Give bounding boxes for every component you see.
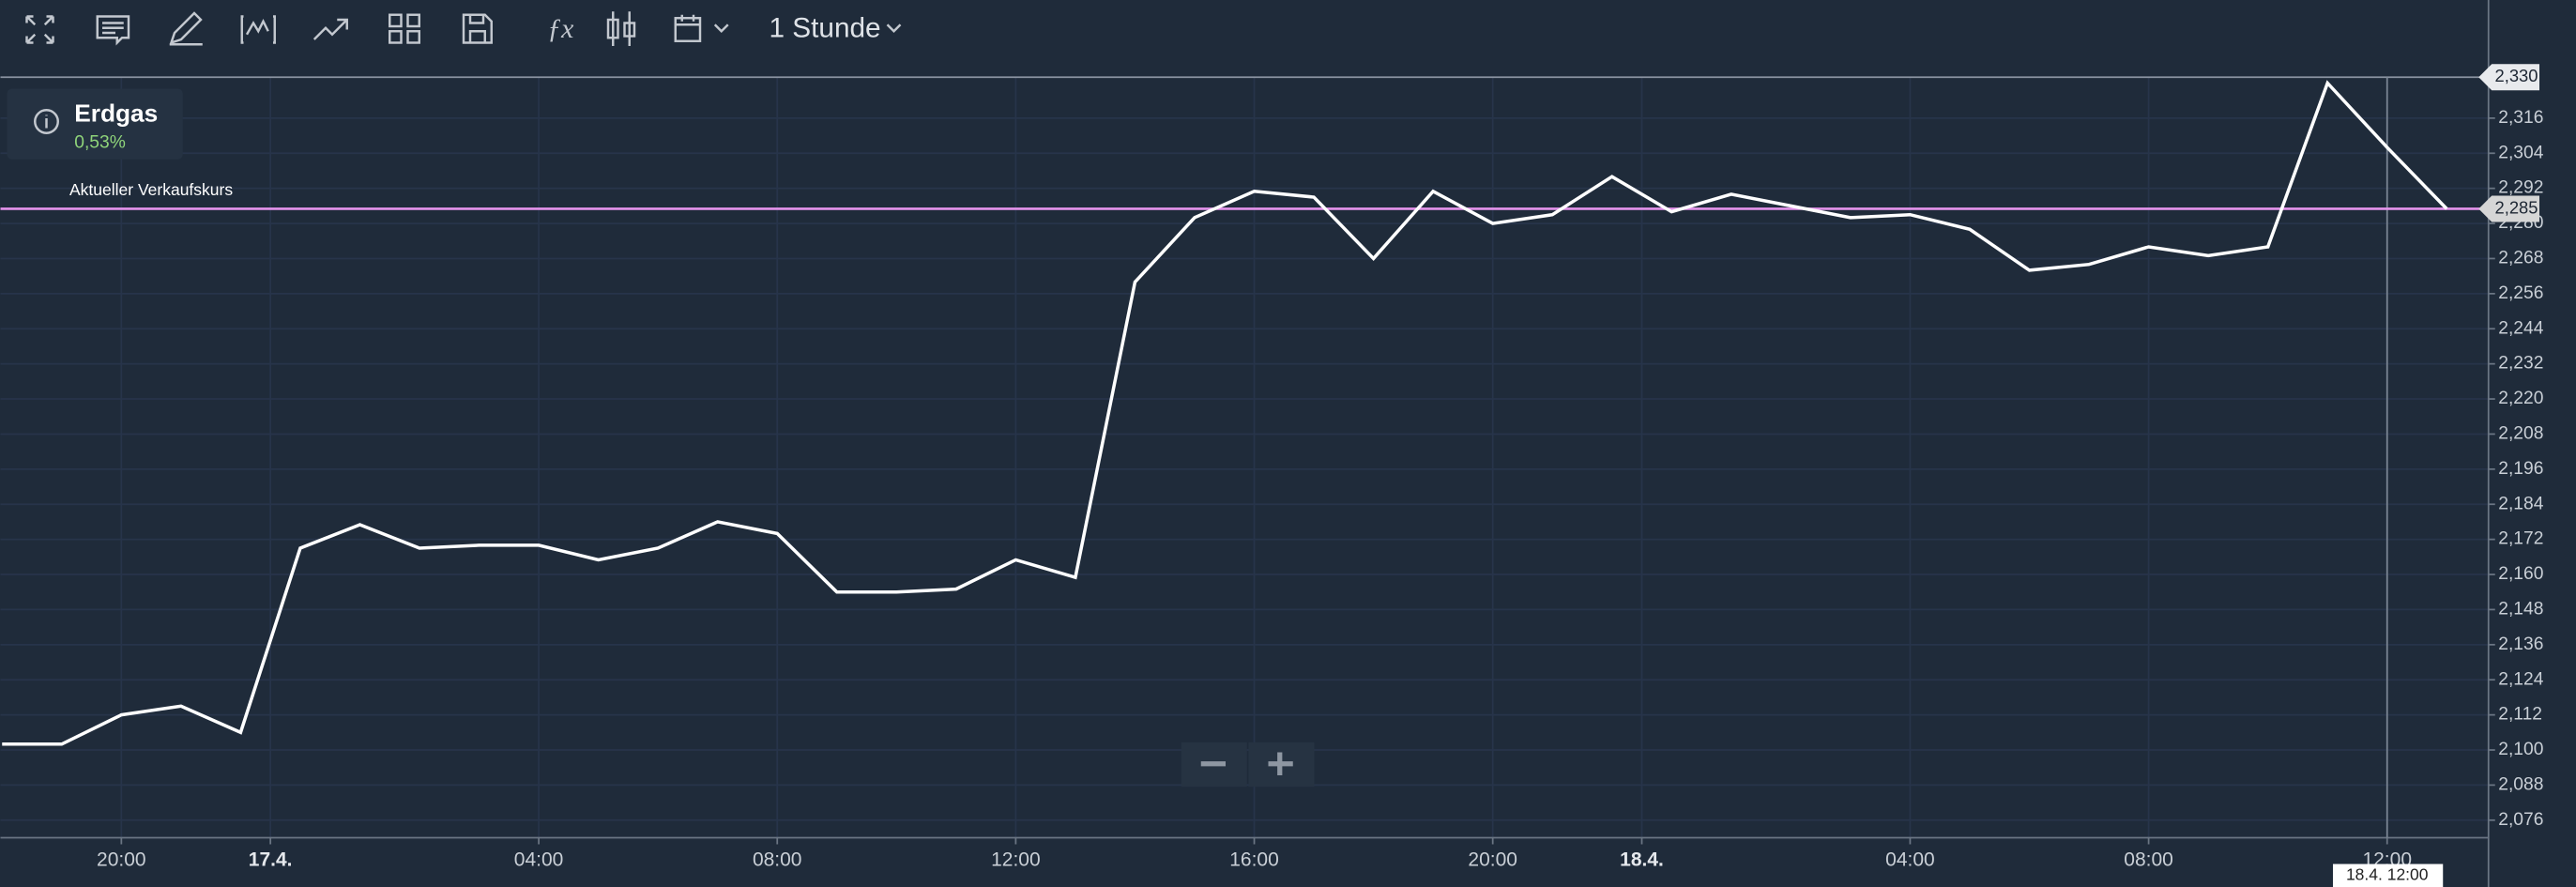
- comment-icon[interactable]: [96, 15, 130, 46]
- draw-icon[interactable]: [169, 11, 203, 46]
- x-tick-label: 04:00: [514, 849, 564, 871]
- x-tick-label: 08:00: [753, 849, 802, 871]
- candle-icon[interactable]: [606, 11, 636, 46]
- y-tick-label: 2,148: [2498, 600, 2543, 619]
- crosshair-label-box: [2332, 864, 2444, 887]
- y-tick-label: 2,172: [2498, 529, 2543, 549]
- price-line: [2, 80, 2448, 746]
- y-tick-label: 2,232: [2498, 354, 2543, 374]
- x-tick-label: 17.4.: [249, 849, 293, 871]
- y-tick-label: 2,184: [2498, 494, 2543, 513]
- x-tick-label: 04:00: [1885, 849, 1935, 871]
- y-tick-label: 2,124: [2498, 669, 2543, 689]
- price-tag-box: [2478, 195, 2539, 222]
- interval-selector[interactable]: 1 Stunde: [770, 12, 881, 43]
- high-tag-box: [2478, 64, 2539, 91]
- y-tick-label: 2,316: [2498, 108, 2543, 128]
- x-tick-label: 20:00: [1468, 849, 1517, 871]
- instrument-panel: [7, 88, 183, 160]
- y-tick-label: 2,100: [2498, 740, 2543, 759]
- instrument-name: Erdgas: [74, 99, 158, 127]
- y-tick-label: 2,208: [2498, 424, 2543, 444]
- x-tick-label: 08:00: [2124, 849, 2173, 871]
- trend-icon[interactable]: [312, 18, 348, 40]
- y-tick-label: 2,196: [2498, 459, 2543, 479]
- y-tick-label: 2,136: [2498, 635, 2543, 654]
- y-tick-label: 2,292: [2498, 178, 2543, 198]
- y-tick-label: 2,244: [2498, 318, 2543, 338]
- y-tick-label: 2,304: [2498, 143, 2543, 162]
- calendar-icon[interactable]: [674, 14, 729, 42]
- y-tick-label: 2,256: [2498, 283, 2543, 303]
- function-icon[interactable]: ƒx: [547, 13, 573, 44]
- x-tick-label: 12:00: [991, 849, 1041, 871]
- y-tick-label: 2,088: [2498, 774, 2543, 794]
- y-tick-label: 2,160: [2498, 564, 2543, 584]
- x-tick-label: 18.4.: [1620, 849, 1664, 871]
- reference-line-label: Aktueller Verkaufskurs: [69, 180, 233, 199]
- indicator-icon[interactable]: [240, 15, 276, 44]
- toolbar: ƒx 1 Stunde: [25, 11, 902, 46]
- interval-chevron[interactable]: [886, 23, 902, 33]
- instrument-change: 0,53%: [74, 132, 126, 152]
- high-tag: 2,330: [2495, 66, 2538, 85]
- y-tick-label: 2,112: [2498, 705, 2542, 725]
- crosshair-label: 18.4. 12:00: [2346, 864, 2429, 883]
- price-tag: 2,285: [2495, 197, 2538, 217]
- save-icon[interactable]: [462, 13, 493, 44]
- zoom-glyphs: [1200, 752, 1293, 775]
- fullscreen-icon[interactable]: [25, 15, 54, 44]
- x-tick-label: 20:00: [97, 849, 146, 871]
- y-tick-label: 2,268: [2498, 249, 2543, 268]
- y-tick-label: 2,076: [2498, 810, 2543, 830]
- layout-icon[interactable]: [389, 13, 420, 44]
- zoom-controls: [1181, 742, 1315, 788]
- y-tick-label: 2,220: [2498, 389, 2543, 408]
- instrument-box: Erdgas 0,53%: [7, 88, 183, 160]
- info-icon[interactable]: [34, 109, 59, 134]
- x-tick-label: 16:00: [1229, 849, 1279, 871]
